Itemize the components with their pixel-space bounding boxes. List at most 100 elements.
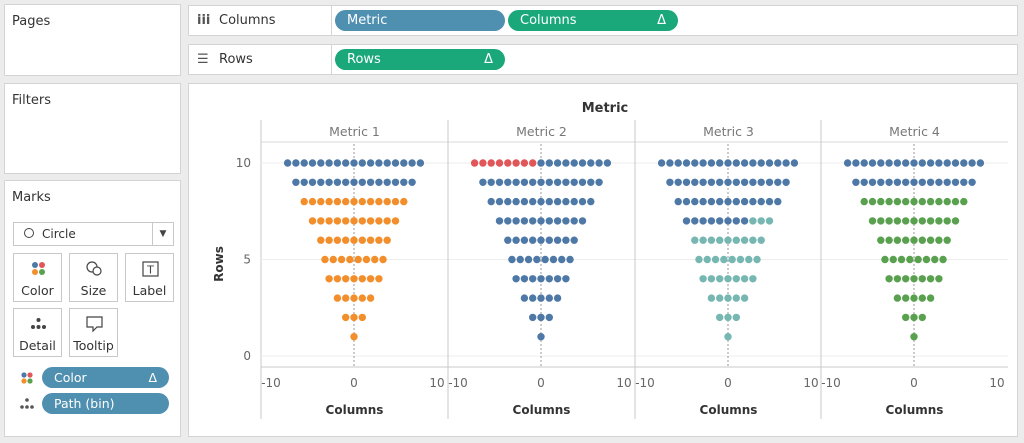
data-point [545, 178, 553, 186]
data-point [877, 236, 885, 244]
data-point [724, 313, 732, 322]
data-point [342, 178, 350, 186]
data-point [918, 178, 926, 186]
x-tick-label: 10 [429, 376, 444, 390]
data-point [885, 178, 893, 186]
color-button[interactable]: Color [13, 253, 62, 302]
data-point [495, 217, 504, 225]
data-point [691, 217, 699, 225]
data-point [366, 236, 375, 244]
data-point [342, 197, 350, 206]
data-point [391, 159, 400, 167]
data-point [943, 236, 951, 244]
data-point [699, 275, 707, 283]
data-point [350, 294, 358, 302]
data-point [553, 197, 562, 206]
x-tick-label: -10 [261, 376, 281, 390]
data-point [749, 178, 757, 186]
data-point [375, 197, 383, 206]
data-point [333, 197, 342, 206]
chevron-down-icon[interactable]: ▼ [152, 223, 173, 245]
columns-pill[interactable]: Columns Δ [508, 10, 678, 31]
metric-pill[interactable]: Metric [335, 10, 505, 31]
data-point [595, 159, 603, 167]
data-point [674, 159, 682, 167]
data-point [587, 159, 595, 167]
data-point [893, 178, 902, 186]
columns-icon: iii [197, 13, 211, 28]
data-point [553, 159, 562, 167]
label-button[interactable]: T Label [125, 253, 174, 302]
data-point [537, 275, 545, 283]
data-point [300, 197, 308, 206]
data-point [893, 217, 902, 225]
data-point [541, 255, 549, 264]
data-point [918, 294, 926, 302]
data-point [400, 197, 408, 206]
data-point [951, 217, 960, 225]
data-point [749, 217, 757, 225]
data-point [529, 275, 537, 283]
data-point [943, 217, 951, 225]
data-point [317, 217, 325, 225]
data-point [695, 255, 703, 264]
data-point [383, 217, 391, 225]
data-point [691, 236, 699, 244]
data-point [935, 159, 943, 167]
data-point [926, 159, 935, 167]
data-point [533, 255, 541, 264]
data-point [935, 178, 943, 186]
data-point [325, 178, 333, 186]
columns-shelf: iii Columns Metric Columns Δ [188, 5, 1018, 36]
data-point [358, 294, 366, 302]
data-point [885, 159, 893, 167]
label-icon: T [142, 261, 159, 277]
tooltip-icon [86, 316, 103, 333]
data-point [400, 178, 408, 186]
data-point [699, 159, 707, 167]
data-point [570, 197, 578, 206]
filters-card: Filters [4, 83, 181, 174]
filters-title: Filters [12, 93, 51, 108]
data-point [358, 313, 366, 322]
data-point [732, 197, 740, 206]
data-point [740, 197, 749, 206]
detail-button[interactable]: Detail [13, 308, 62, 357]
data-point [699, 217, 707, 225]
data-point [603, 159, 612, 167]
data-point [283, 159, 292, 167]
mark-type-dropdown[interactable]: Circle ▼ [13, 222, 174, 246]
x-tick-label: -10 [448, 376, 468, 390]
data-point [317, 236, 325, 244]
data-point [562, 217, 570, 225]
data-point [935, 236, 943, 244]
tooltip-button[interactable]: Tooltip [69, 308, 118, 357]
tooltip-button-label: Tooltip [73, 338, 114, 353]
data-point [893, 275, 902, 283]
data-point [918, 275, 926, 283]
data-point [504, 159, 512, 167]
x-axis-label: Columns [700, 403, 758, 417]
size-button[interactable]: Size [69, 253, 118, 302]
rows-icon: ☰ [197, 52, 209, 67]
x-axis-label: Columns [513, 403, 571, 417]
data-point [562, 197, 570, 206]
data-point [375, 236, 383, 244]
x-axis-label: Columns [326, 403, 384, 417]
data-point [732, 313, 740, 322]
path-bin-pill[interactable]: Path (bin) [42, 393, 169, 414]
color-pill[interactable]: Color Δ [42, 367, 169, 388]
data-point [716, 236, 724, 244]
x-tick-label: 10 [989, 376, 1004, 390]
data-point [910, 178, 918, 186]
data-point [926, 217, 935, 225]
data-point [897, 255, 906, 264]
data-point [553, 217, 562, 225]
data-point [333, 236, 342, 244]
data-point [504, 197, 512, 206]
data-point [391, 217, 400, 225]
rows-pill[interactable]: Rows Δ [335, 49, 505, 70]
data-point [358, 178, 366, 186]
data-point [308, 217, 317, 225]
data-point [707, 159, 716, 167]
